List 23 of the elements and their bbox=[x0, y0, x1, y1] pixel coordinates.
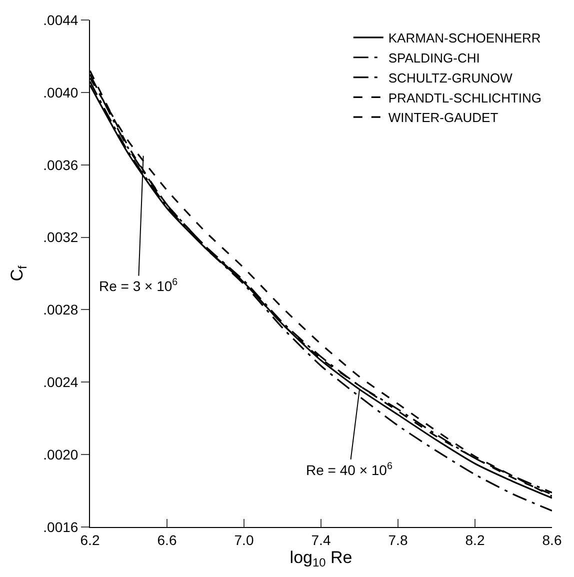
y-tick-label: .0044 bbox=[43, 12, 78, 28]
x-tick-label: 8.2 bbox=[465, 532, 485, 548]
x-tick-label: 6.2 bbox=[80, 532, 100, 548]
legend-label: WINTER-GAUDET bbox=[388, 110, 498, 126]
x-tick-label: 8.6 bbox=[542, 532, 562, 548]
legend-label: SPALDING-CHI bbox=[388, 50, 480, 66]
legend-label: PRANDTL-SCHLICHTING bbox=[388, 90, 542, 106]
annotation: Re = 3 × 10$^{6}$ bbox=[99, 277, 178, 294]
legend-label: SCHULTZ-GRUNOW bbox=[388, 70, 514, 86]
x-tick-label: 6.6 bbox=[157, 532, 177, 548]
x-tick-label: 7.4 bbox=[311, 532, 331, 548]
y-tick-label: .0016 bbox=[43, 518, 78, 535]
y-tick-label: .0028 bbox=[43, 302, 78, 318]
x-axis-title: log$_{10}$ Re bbox=[290, 548, 352, 570]
y-tick-label: .0020 bbox=[43, 446, 78, 462]
y-tick-label: .0032 bbox=[43, 229, 78, 246]
x-tick-label: 7.0 bbox=[234, 532, 254, 548]
x-tick-label: 7.8 bbox=[388, 532, 408, 548]
annotation: Re = 40 × 10$^{6}$ bbox=[306, 461, 393, 478]
legend-label: KARMAN-SCHOENHERR bbox=[388, 30, 541, 46]
y-tick-label: .0036 bbox=[43, 156, 78, 173]
y-tick-label: .0024 bbox=[43, 374, 78, 390]
y-tick-label: .0040 bbox=[43, 84, 78, 100]
